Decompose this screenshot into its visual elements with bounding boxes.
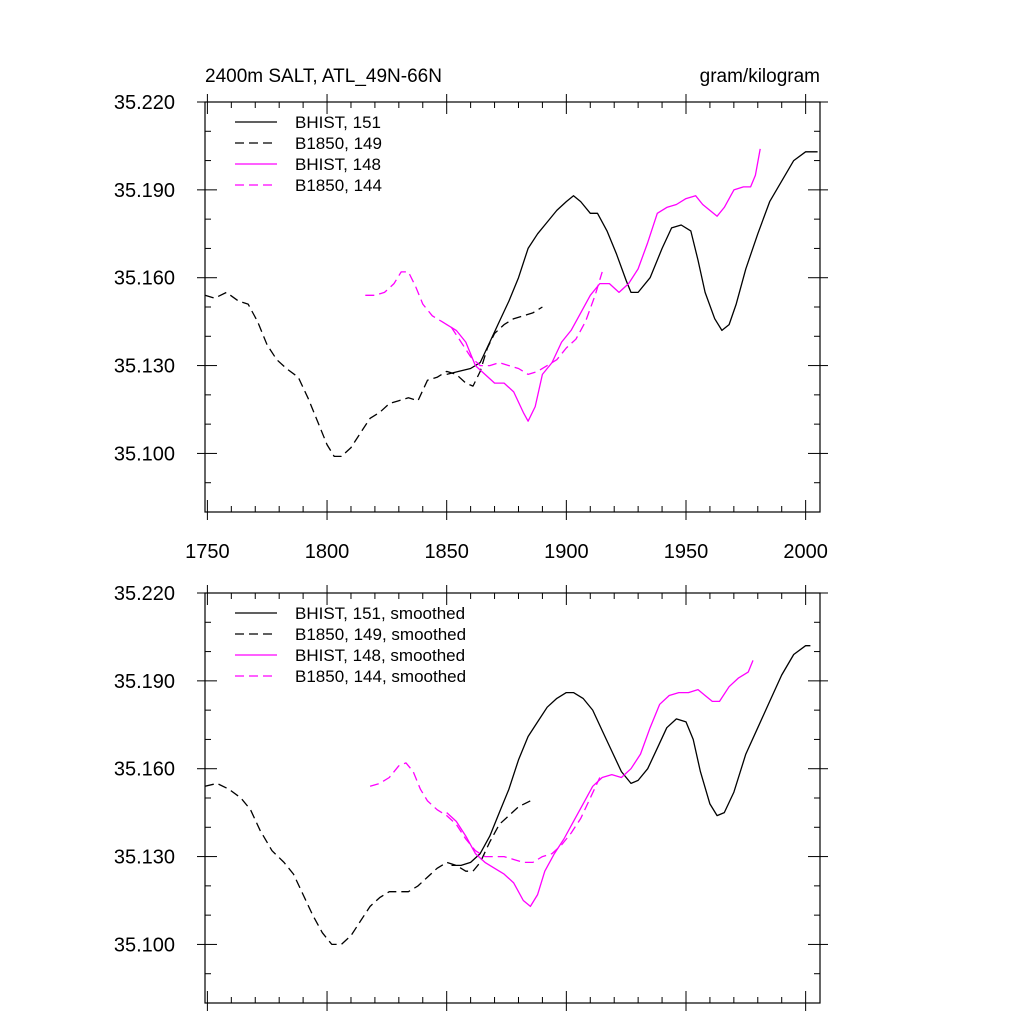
legend-label: B1850, 149, smoothed	[295, 625, 466, 644]
y-tick-label: 35.190	[114, 180, 175, 202]
series-line	[446, 148, 761, 422]
y-tick-label: 35.190	[114, 671, 175, 693]
legend-label: B1850, 144, smoothed	[295, 667, 466, 686]
bottom-panel: 35.220 35.190 35.160 35.130 35.100 BHIST, 151…	[114, 583, 828, 1011]
x-tick-label: 1950	[664, 541, 709, 563]
series-line	[369, 762, 601, 864]
legend-label: BHIST, 148	[295, 155, 381, 174]
y-tick-label: 35.160	[114, 759, 175, 781]
panel-title-left: 2400m SALT, ATL_49N-66N	[205, 66, 442, 87]
x-tick-label: 1850	[424, 541, 469, 563]
legend-label: BHIST, 148, smoothed	[295, 646, 465, 665]
series-line	[204, 782, 531, 946]
series-line	[446, 151, 818, 376]
y-tick-label: 35.100	[114, 934, 175, 956]
panel-title-units: gram/kilogram	[700, 66, 820, 87]
series-line	[451, 645, 811, 867]
x-tick-label: 1800	[305, 541, 350, 563]
x-tick-label: 1750	[185, 541, 230, 563]
y-tick-label: 35.100	[114, 443, 175, 465]
top-panel: 1750 1800 1850 1900 1950 2000 35.220 35.190 35.1…	[114, 92, 828, 563]
x-tick-label: 2000	[783, 541, 828, 563]
legend-label: B1850, 144	[295, 176, 382, 195]
y-tick-label: 35.220	[114, 583, 175, 605]
x-tick-label: 1900	[544, 541, 589, 563]
y-tick-label: 35.220	[114, 92, 175, 114]
y-tick-label: 35.160	[114, 268, 175, 290]
series-line	[446, 660, 754, 908]
legend-label: B1850, 149	[295, 134, 382, 153]
series-line	[365, 271, 603, 376]
y-tick-label: 35.130	[114, 847, 175, 869]
legend-label: BHIST, 151	[295, 113, 381, 132]
series-line	[204, 291, 543, 458]
legend-label: BHIST, 151, smoothed	[295, 604, 465, 623]
y-tick-label: 35.130	[114, 356, 175, 378]
